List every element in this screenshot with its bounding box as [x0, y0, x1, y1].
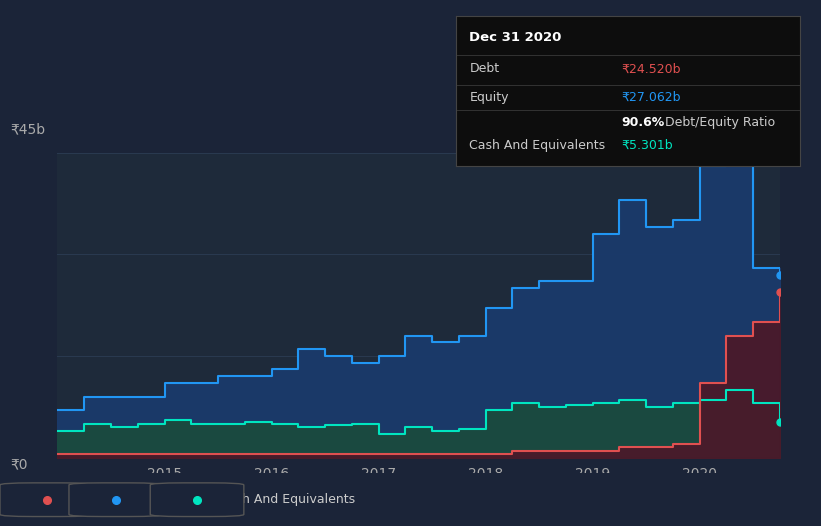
Text: ₹27.062b: ₹27.062b [621, 91, 681, 104]
FancyBboxPatch shape [0, 483, 94, 517]
Text: ₹24.520b: ₹24.520b [621, 63, 681, 76]
Text: ₹5.301b: ₹5.301b [621, 139, 672, 152]
Text: Debt/Equity Ratio: Debt/Equity Ratio [661, 116, 775, 129]
Text: 90.6%: 90.6% [621, 116, 664, 129]
Text: Debt: Debt [69, 493, 99, 506]
Text: Debt: Debt [470, 63, 499, 76]
Text: Dec 31 2020: Dec 31 2020 [470, 31, 562, 44]
Text: Cash And Equivalents: Cash And Equivalents [219, 493, 355, 506]
Text: Cash And Equivalents: Cash And Equivalents [470, 139, 606, 152]
FancyBboxPatch shape [150, 483, 244, 517]
Text: ₹0: ₹0 [11, 458, 28, 472]
FancyBboxPatch shape [69, 483, 163, 517]
Text: Equity: Equity [138, 493, 177, 506]
Text: Equity: Equity [470, 91, 509, 104]
Text: ₹45b: ₹45b [11, 122, 46, 136]
